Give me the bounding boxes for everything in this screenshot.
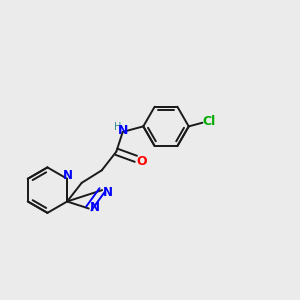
Text: N: N bbox=[102, 186, 112, 199]
Text: H: H bbox=[114, 122, 121, 132]
Text: O: O bbox=[136, 155, 146, 168]
Text: N: N bbox=[118, 124, 128, 137]
Text: N: N bbox=[63, 169, 73, 182]
Text: Cl: Cl bbox=[202, 115, 216, 128]
Text: N: N bbox=[90, 200, 100, 214]
